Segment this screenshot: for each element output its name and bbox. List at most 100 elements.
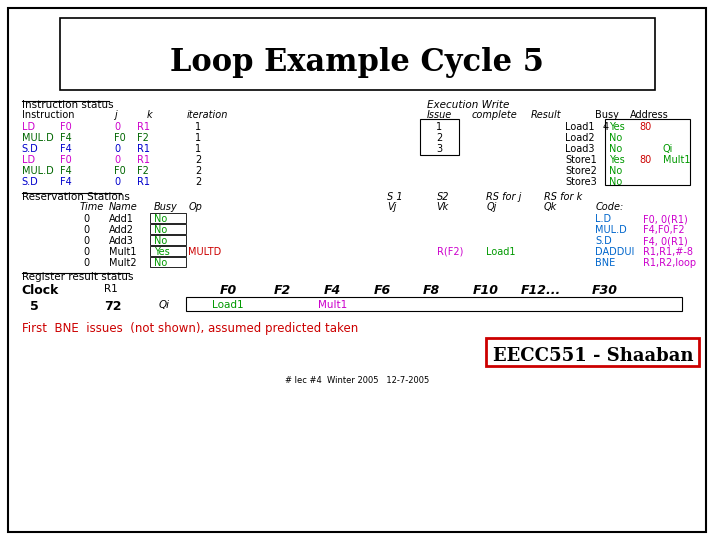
Text: R1: R1	[104, 284, 118, 294]
Text: R1: R1	[137, 122, 150, 132]
Text: F0: F0	[60, 122, 71, 132]
Text: Mult1: Mult1	[318, 300, 347, 310]
Text: Load3: Load3	[565, 144, 595, 154]
Text: F4: F4	[324, 284, 341, 297]
Text: k: k	[147, 110, 153, 120]
Text: Yes: Yes	[609, 155, 625, 165]
Text: Time: Time	[79, 202, 104, 212]
Text: Mult1: Mult1	[662, 155, 690, 165]
Text: Code:: Code:	[595, 202, 624, 212]
Text: Store3: Store3	[565, 177, 597, 187]
Text: 0: 0	[84, 225, 89, 235]
Text: F4: F4	[60, 133, 71, 143]
Text: Add2: Add2	[109, 225, 134, 235]
Text: 0: 0	[84, 258, 89, 268]
Text: S.D: S.D	[22, 144, 39, 154]
Text: Vj: Vj	[387, 202, 396, 212]
Text: RS for k: RS for k	[544, 192, 582, 202]
Text: F4,F0,F2: F4,F0,F2	[643, 225, 685, 235]
Text: F4: F4	[60, 144, 71, 154]
Text: F2: F2	[137, 166, 149, 176]
Text: 4: 4	[602, 122, 608, 132]
Text: LD: LD	[22, 122, 35, 132]
Text: F4: F4	[60, 166, 71, 176]
Text: BNE: BNE	[595, 258, 616, 268]
Text: Loop Example Cycle 5: Loop Example Cycle 5	[170, 46, 544, 78]
Text: MULTD: MULTD	[189, 247, 222, 257]
Bar	[60, 18, 654, 90]
Text: MUL.D: MUL.D	[22, 166, 53, 176]
Text: F0: F0	[114, 166, 126, 176]
Text: 0: 0	[84, 247, 89, 257]
Text: No: No	[609, 177, 622, 187]
Text: Store2: Store2	[565, 166, 598, 176]
Text: F6: F6	[374, 284, 390, 297]
Text: S2: S2	[436, 192, 449, 202]
Text: iteration: iteration	[186, 110, 228, 120]
Text: Instruction status: Instruction status	[22, 100, 114, 110]
Text: 0: 0	[114, 122, 120, 132]
Text: R1: R1	[137, 155, 150, 165]
Text: F2: F2	[137, 133, 149, 143]
Text: R1: R1	[137, 177, 150, 187]
Text: Yes: Yes	[609, 122, 625, 132]
Bar	[150, 246, 186, 256]
Text: R1,R1,#-8: R1,R1,#-8	[643, 247, 693, 257]
Text: 1: 1	[436, 122, 443, 132]
Text: Mult1: Mult1	[109, 247, 137, 257]
Text: S.D: S.D	[595, 236, 612, 246]
Text: MUL.D: MUL.D	[22, 133, 53, 143]
Text: F0: F0	[114, 133, 126, 143]
Text: No: No	[609, 144, 622, 154]
Bar	[420, 119, 459, 155]
Text: 3: 3	[436, 144, 443, 154]
Text: R1: R1	[137, 144, 150, 154]
Text: 5: 5	[30, 300, 38, 313]
Text: Add3: Add3	[109, 236, 134, 246]
Text: F4: F4	[60, 177, 71, 187]
Text: L.D: L.D	[595, 214, 611, 224]
Text: Reservation Stations: Reservation Stations	[22, 192, 130, 202]
Text: 0: 0	[84, 214, 89, 224]
Text: Yes: Yes	[154, 247, 169, 257]
Text: F0, 0(R1): F0, 0(R1)	[643, 214, 688, 224]
Text: Qi: Qi	[158, 300, 170, 310]
Text: No: No	[154, 225, 167, 235]
Text: Clock: Clock	[22, 284, 59, 297]
Text: 0: 0	[84, 236, 89, 246]
Text: 2: 2	[195, 155, 202, 165]
Text: Store1: Store1	[565, 155, 597, 165]
Text: 2: 2	[195, 177, 202, 187]
Text: 0: 0	[114, 177, 120, 187]
Text: DADDUI: DADDUI	[595, 247, 634, 257]
Text: 1: 1	[195, 122, 202, 132]
Text: R1,R2,loop: R1,R2,loop	[643, 258, 696, 268]
Text: Qi: Qi	[662, 144, 673, 154]
Text: 80: 80	[639, 122, 651, 132]
Text: S.D: S.D	[22, 177, 39, 187]
Bar	[606, 119, 690, 185]
Text: F8: F8	[423, 284, 440, 297]
Text: 0: 0	[114, 144, 120, 154]
Text: Address: Address	[630, 110, 669, 120]
Text: No: No	[154, 258, 167, 268]
Text: Op: Op	[189, 202, 202, 212]
Bar	[150, 213, 186, 223]
Text: No: No	[609, 166, 622, 176]
Text: Busy: Busy	[154, 202, 178, 212]
Text: F10: F10	[473, 284, 499, 297]
Text: Mult2: Mult2	[109, 258, 137, 268]
Text: F2: F2	[274, 284, 292, 297]
Text: 2: 2	[436, 133, 443, 143]
Text: 72: 72	[104, 300, 122, 313]
Bar	[186, 297, 682, 311]
Text: Result: Result	[531, 110, 562, 120]
Text: EECC551 - Shaaban: EECC551 - Shaaban	[493, 347, 693, 365]
Text: Add1: Add1	[109, 214, 134, 224]
Text: Load1: Load1	[565, 122, 595, 132]
Text: Load1: Load1	[212, 300, 244, 310]
Text: F12...: F12...	[521, 284, 561, 297]
Text: Name: Name	[109, 202, 138, 212]
Text: LD: LD	[22, 155, 35, 165]
Text: Qj: Qj	[486, 202, 497, 212]
